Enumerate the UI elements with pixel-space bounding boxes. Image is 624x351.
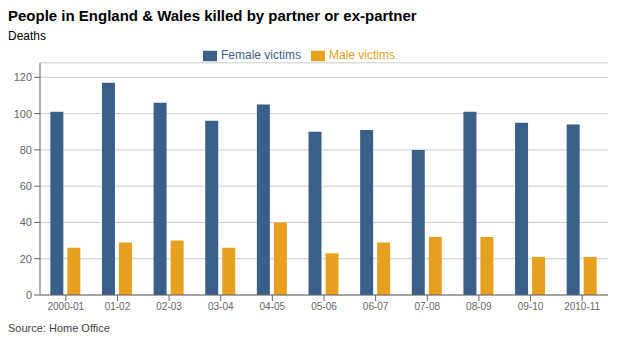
svg-text:04-05: 04-05 bbox=[260, 301, 286, 312]
svg-text:20: 20 bbox=[20, 253, 32, 265]
html-text:Deaths: Deaths bbox=[8, 29, 46, 43]
svg-text:01-02: 01-02 bbox=[105, 301, 131, 312]
html-text:People in England & Wales kill: People in England & Wales killed by part… bbox=[8, 7, 417, 24]
svg-text:2000-01: 2000-01 bbox=[47, 301, 84, 312]
svg-text:03-04: 03-04 bbox=[208, 301, 234, 312]
svg-text:09-10: 09-10 bbox=[518, 301, 544, 312]
html-text:Female victims: Female victims bbox=[221, 48, 301, 62]
svg-text:0: 0 bbox=[26, 289, 32, 301]
svg-text:08-09: 08-09 bbox=[466, 301, 492, 312]
svg-text:06-07: 06-07 bbox=[363, 301, 389, 312]
svg-text:05-06: 05-06 bbox=[311, 301, 337, 312]
html-text:Male victims: Male victims bbox=[329, 48, 395, 62]
svg-text:60: 60 bbox=[20, 180, 32, 192]
html-text:Source: Home Office: Source: Home Office bbox=[8, 322, 110, 334]
svg-text:80: 80 bbox=[20, 144, 32, 156]
svg-text:02-03: 02-03 bbox=[156, 301, 182, 312]
svg-text:40: 40 bbox=[20, 216, 32, 228]
svg-text:2010-11: 2010-11 bbox=[564, 301, 600, 312]
svg-text:100: 100 bbox=[14, 108, 32, 120]
svg-text:120: 120 bbox=[14, 71, 32, 83]
svg-text:07-08: 07-08 bbox=[414, 301, 440, 312]
